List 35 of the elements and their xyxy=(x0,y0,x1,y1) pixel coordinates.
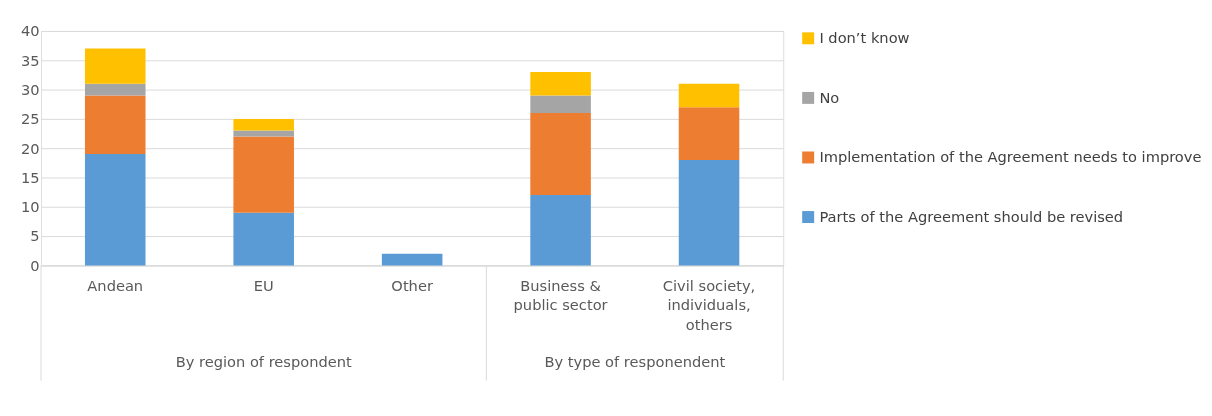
bar xyxy=(530,95,591,114)
bar xyxy=(84,48,146,84)
bar xyxy=(530,113,591,196)
y-tick-label: 30 xyxy=(20,80,40,98)
x-tick-label: Andean xyxy=(87,276,144,294)
legend-label: Implementation of the Agreement needs to improve xyxy=(819,148,1202,166)
y-tick-label: 0 xyxy=(30,256,40,274)
x-tick-label: EU xyxy=(253,276,274,294)
x-tick-label: Other xyxy=(391,276,434,294)
legend-label: I don’t know xyxy=(819,29,910,47)
y-tick-label: 5 xyxy=(30,227,40,245)
bar xyxy=(233,212,294,266)
bar xyxy=(678,107,740,160)
legend-label: No xyxy=(819,88,840,106)
legend-label: Parts of the Agreement should be revised xyxy=(819,207,1124,225)
bar xyxy=(233,136,294,213)
x-tick-label: Civil society, individuals, others xyxy=(662,276,756,333)
bar xyxy=(84,83,146,96)
y-tick-label: 25 xyxy=(20,110,40,128)
y-tick-label: 35 xyxy=(20,51,40,69)
bar xyxy=(381,253,443,266)
text: By region of respondent xyxy=(175,352,352,370)
bar xyxy=(84,95,146,155)
y-tick-label: 40 xyxy=(20,22,40,40)
y-tick-label: 10 xyxy=(20,198,40,216)
bar xyxy=(530,195,591,266)
y-tick-label: 20 xyxy=(20,139,40,157)
bar xyxy=(530,72,591,96)
bar xyxy=(233,118,294,131)
y-tick-label: 15 xyxy=(20,168,40,186)
text: By type of responendent xyxy=(544,352,726,370)
bar xyxy=(678,83,740,108)
bar xyxy=(678,159,740,266)
bar xyxy=(84,154,146,266)
x-tick-label: Business & public sector xyxy=(513,276,609,314)
